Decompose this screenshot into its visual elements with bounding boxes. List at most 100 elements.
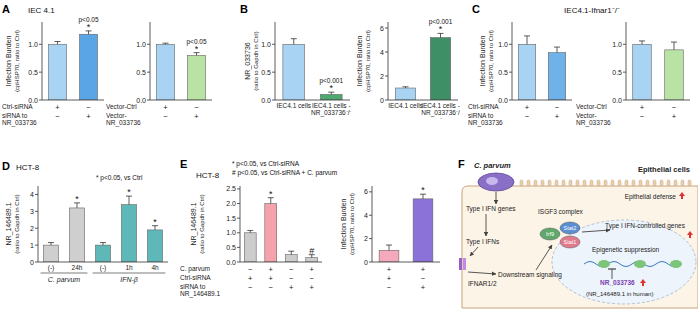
y-tick-label: 4 [380,49,384,56]
x-tick-label: IEC4.1 cells -NR_033736⁻/⁻ [311,102,353,116]
condition-mark: + [269,265,274,274]
bar [306,258,318,262]
chart-panel: 0.00.51.0NR_033736(ratio to Gapdh in Ctr… [240,3,352,126]
condition-mark: + [310,265,315,274]
p-value: p<0.001 [429,18,453,26]
diagram-label: Epithelial defense [625,193,677,201]
panel-letter: E [180,158,187,170]
bar [633,44,652,100]
y-tick [623,72,626,73]
protein [560,222,580,234]
diagram-label: Epithelial cells [638,165,690,174]
significance-mark: * [87,22,91,32]
y-tick [623,44,626,45]
cell-body [462,186,698,308]
protein [540,228,560,240]
microvillus [583,180,586,186]
p-value: p<0.05 [78,16,98,24]
y-tick-label: 2 [364,235,368,242]
microvillus [674,180,677,186]
error-stem [291,251,292,255]
condition-mark: + [55,103,60,112]
y-label-sub: (cpHSP70, ratio to Ctrl) [349,193,355,255]
condition-mark: − [310,274,315,283]
microvillus [590,180,593,186]
x-tick-label-box: IEC4.1 cells -NR_033736⁻/⁻ [311,102,353,126]
bar [121,205,136,262]
condition-label: Vector-NR_033736 [106,112,148,126]
y-tick-label: 1.0 [28,41,38,48]
bar [188,55,206,100]
y-axis [38,186,39,262]
significance-mark: * [439,24,443,34]
y-tick [369,191,372,192]
y-tick-label: 2 [30,225,34,232]
error-bar [554,47,560,53]
arrow [486,214,487,236]
arrow [496,192,497,204]
error-cap [291,38,297,39]
y-tick-label: 0.0 [226,259,236,266]
bar [395,88,415,100]
error-stem [57,42,58,45]
microvillus [646,180,649,186]
y-tick [385,100,388,101]
panel-letter: D [2,160,10,172]
y-tick [509,72,512,73]
y-label-sub: (cpHSP70, ratio to Ctrl) [14,30,20,92]
condition-mark: + [387,265,392,274]
inhibit-line [612,269,613,279]
error-cap [639,40,645,41]
y-label: NR_146489.1 [190,202,198,245]
condition-mark: + [421,283,426,292]
plot-marks [518,36,565,100]
receptor [463,258,466,270]
figure: 0.00.51.0Infection Burden(cpHSP70, ratio… [0,0,698,310]
y-tick [147,44,150,45]
plot-marks [244,198,317,262]
condition-mark: + [525,103,530,112]
histone [670,260,682,268]
x-tick-label: 24h [72,264,83,271]
protein [560,236,580,248]
y-tick [237,232,240,233]
error-cap [48,242,54,243]
bar [430,38,450,100]
condition-label-box: Ctrl-siRNA [180,274,238,284]
condition-label: Ctrl-siRNA [180,274,238,281]
error-stem [674,42,675,50]
diagram-label: Epigenetic suppression [592,246,660,254]
microvillus [555,180,558,186]
microvillus [569,180,572,186]
x-tick-label-box: IEC4.1 cells [273,102,315,126]
y-tick [147,100,150,101]
condition-label-box: Vector-NR_033736 [106,112,148,129]
condition-label-box: Vector-NR_033736 [576,112,622,129]
condition-label-box: C. parvum [180,265,238,275]
x-tick-label: 4h [151,264,159,271]
diagram-label: IFNAR1/2 [468,280,497,287]
condition-mark: − [555,103,560,112]
protein-label: Stat1 [564,239,577,245]
condition-label-box: Vector-Ctrl [106,103,148,113]
error-stem [642,41,643,44]
y-tick-label: 0 [30,259,34,266]
x-axis [626,100,690,101]
condition-label-box: Vector-Ctrl [576,103,622,113]
y-tick [39,44,42,45]
condition-mark: − [269,283,274,292]
y-label: NR_146489.1 [5,202,13,245]
chart-panel: 0.00.51.0*p<0.05Vector-Ctrl+−Vector-NR_0… [106,22,212,129]
condition-label: siRNA to NR_033736 [2,112,46,126]
y-axis [626,22,627,100]
y-tick-label: 0.5 [28,69,38,76]
bar [49,44,67,100]
error-bar [386,245,392,250]
condition-label-box: siRNA to NR_146489.1 [180,283,238,300]
condition-label: Ctrl-siRNA [2,103,46,110]
y-tick-label: 4 [30,191,34,198]
microvillus [562,180,565,186]
y-tick [509,100,512,101]
diagram-label: Downstream signaling [498,271,562,279]
arrow [468,272,496,274]
